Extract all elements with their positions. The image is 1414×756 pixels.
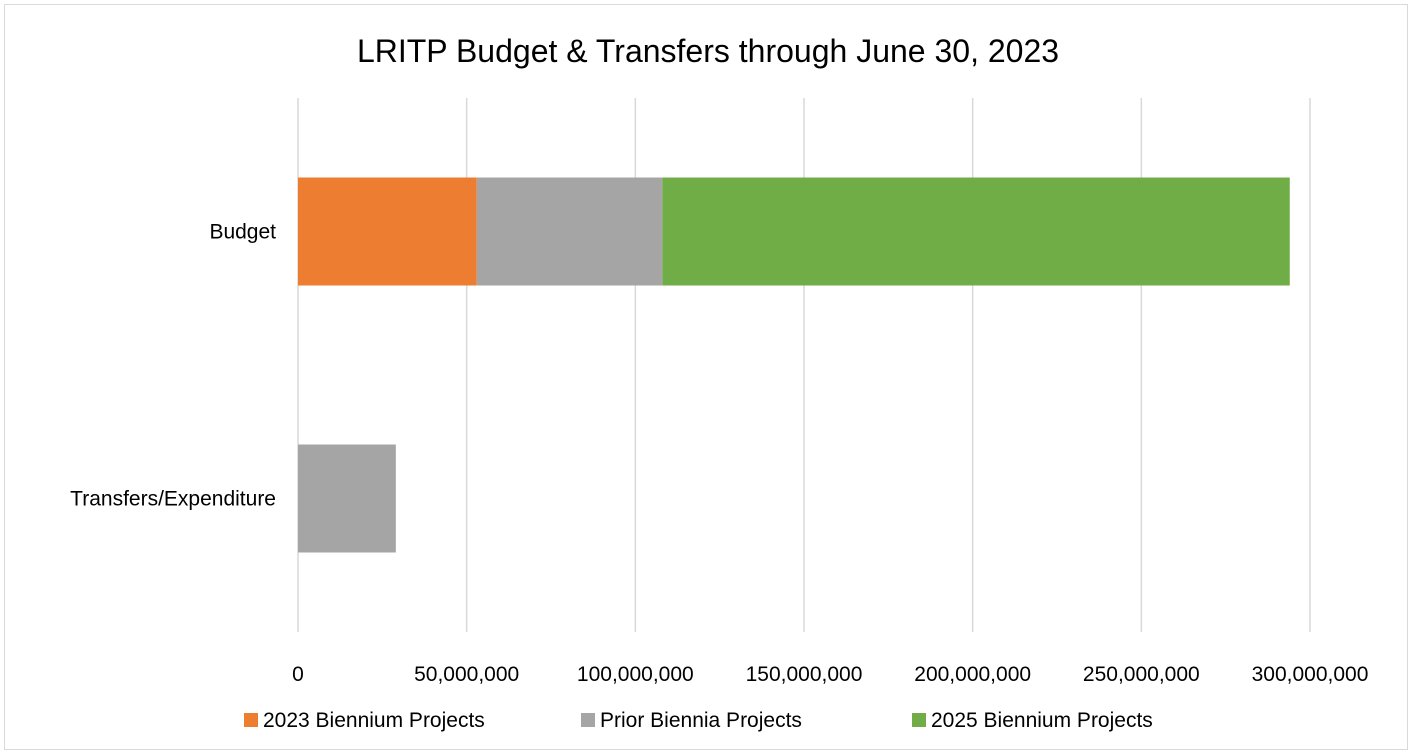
category-labels: Budget Transfers/Expenditure	[70, 221, 276, 511]
x-tick-label: 200,000,000	[914, 663, 1031, 686]
chart-title: LRITP Budget & Transfers through June 30…	[357, 33, 1059, 69]
x-tick-label: 50,000,000	[414, 663, 519, 686]
bars	[298, 177, 1290, 553]
legend-swatch	[912, 713, 926, 727]
x-tick-label: 150,000,000	[746, 663, 863, 686]
category-label: Transfers/Expenditure	[70, 488, 276, 511]
bar-segment	[298, 177, 477, 286]
legend: 2023 Biennium Projects Prior Biennia Proj…	[244, 709, 1153, 732]
x-tick-label: 300,000,000	[1252, 663, 1369, 686]
x-tick-labels: 0 50,000,000 100,000,000 150,000,000 200,000…	[292, 663, 1368, 686]
legend-swatch	[581, 713, 595, 727]
bar-segment	[476, 177, 663, 286]
bar-segment	[298, 444, 396, 553]
x-tick-label: 250,000,000	[1083, 663, 1200, 686]
category-label: Budget	[209, 221, 276, 244]
x-tick-label: 0	[292, 663, 304, 686]
bar-segment	[662, 177, 1290, 286]
legend-label: 2025 Biennium Projects	[931, 709, 1153, 732]
legend-swatch	[244, 713, 258, 727]
legend-label: Prior Biennia Projects	[600, 709, 802, 732]
legend-label: 2023 Biennium Projects	[263, 709, 485, 732]
chart-frame	[4, 4, 1408, 750]
x-tick-label: 100,000,000	[577, 663, 694, 686]
